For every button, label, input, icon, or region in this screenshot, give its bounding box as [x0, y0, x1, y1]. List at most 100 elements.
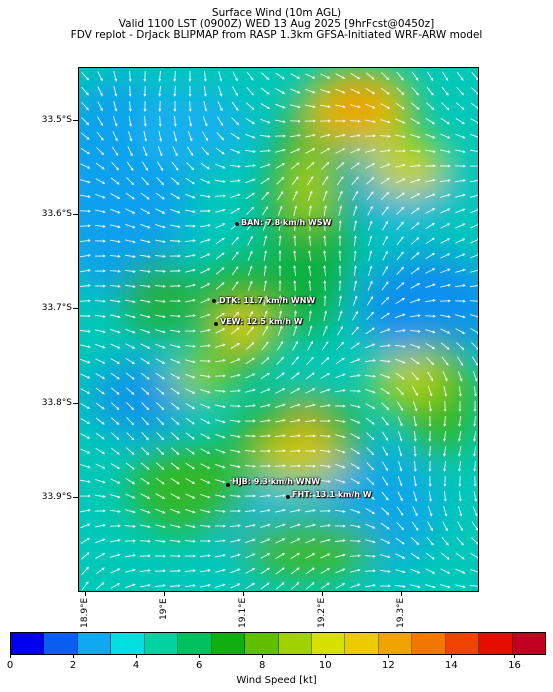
wind-arrow	[395, 297, 406, 305]
wind-arrow	[94, 494, 106, 498]
wind-arrow	[260, 177, 270, 185]
wind-arrow	[337, 190, 343, 201]
station-marker-vew[interactable]	[214, 322, 218, 326]
wind-arrow	[140, 357, 151, 365]
station-vew[interactable]: VEW: 12.5 km/h W	[220, 317, 303, 326]
colorbar-tick	[514, 655, 516, 658]
wind-arrow	[277, 205, 283, 216]
wind-arrow	[185, 177, 195, 185]
wind-arrow	[218, 86, 223, 97]
wind-arrow	[214, 194, 226, 198]
wind-arrow	[350, 72, 361, 80]
wind-arrow	[113, 71, 118, 82]
wind-arrow	[427, 521, 433, 532]
wind-arrow	[80, 552, 90, 560]
wind-arrow	[275, 388, 286, 394]
wind-arrow	[140, 524, 151, 529]
wind-arrow	[110, 224, 121, 229]
wind-arrow	[365, 389, 376, 394]
wind-arrow	[334, 539, 346, 543]
wind-arrow	[229, 524, 241, 528]
wind-arrow	[381, 72, 390, 81]
wind-arrow	[231, 101, 239, 111]
wind-arrow	[155, 329, 166, 334]
wind-arrow	[275, 372, 285, 380]
wind-arrow	[411, 537, 420, 546]
wind-arrow	[471, 537, 478, 545]
wind-arrow	[245, 133, 256, 139]
wind-arrow	[154, 569, 166, 573]
wind-arrow	[395, 192, 405, 200]
wind-arrow	[305, 133, 316, 138]
wind-arrow	[473, 475, 477, 487]
station-dtk[interactable]: DTK: 11.7 km/h WNW	[219, 296, 316, 305]
station-marker-dtk[interactable]	[212, 299, 216, 303]
wind-arrow	[263, 280, 267, 292]
wind-arrow	[199, 554, 211, 558]
wind-arrow	[110, 494, 121, 499]
wind-arrow	[470, 102, 478, 110]
wind-arrow	[440, 283, 451, 288]
wind-arrow	[141, 447, 150, 456]
lat-tick	[73, 120, 78, 121]
wind-arrow	[304, 494, 316, 498]
wind-arrow	[185, 253, 196, 258]
colorbar-tick	[199, 655, 201, 658]
wind-arrow	[470, 328, 478, 334]
wind-arrow	[275, 148, 286, 153]
wind-arrow	[380, 87, 390, 95]
wind-arrow	[366, 462, 375, 471]
wind-arrow	[246, 342, 255, 350]
wind-arrow	[338, 220, 342, 232]
wind-arrow	[96, 131, 104, 141]
wind-arrow	[304, 119, 316, 123]
wind-arrow	[275, 508, 286, 513]
station-marker-fht[interactable]	[286, 495, 290, 499]
wind-arrow	[185, 417, 195, 425]
station-ban[interactable]: BAN: 7.8 km/h WSW	[241, 218, 332, 227]
wind-map[interactable]	[78, 67, 479, 592]
wind-arrow	[440, 328, 451, 334]
wind-arrow	[246, 206, 255, 215]
wind-arrow	[170, 387, 180, 395]
wind-arrow	[124, 284, 136, 288]
wind-arrow	[96, 147, 105, 156]
wind-arrow	[306, 176, 314, 186]
wind-arrow	[110, 358, 121, 364]
station-marker-ban[interactable]	[235, 222, 239, 226]
wind-arrow	[335, 104, 346, 109]
wind-arrow	[425, 268, 436, 274]
wind-arrow	[261, 341, 269, 351]
wind-arrow	[142, 146, 148, 157]
wind-arrow	[350, 524, 361, 529]
wind-arrow	[290, 148, 301, 154]
wind-arrow	[80, 403, 91, 410]
wind-arrow	[365, 177, 375, 185]
wind-arrow	[396, 386, 404, 396]
wind-arrow	[380, 387, 390, 395]
wind-arrow	[278, 310, 283, 321]
wind-arrow	[80, 448, 91, 454]
wind-arrow	[338, 250, 342, 262]
station-hjb[interactable]: HJB: 9.3 km/h WNW	[232, 477, 321, 486]
wind-arrow	[441, 86, 449, 96]
wind-arrow	[352, 205, 358, 216]
wind-arrow	[443, 430, 447, 442]
wind-arrow	[185, 388, 196, 394]
wind-arrow	[470, 238, 478, 244]
wind-arrow	[353, 235, 357, 247]
wind-arrow	[125, 314, 136, 319]
wind-arrow	[455, 253, 466, 259]
station-marker-hjb[interactable]	[226, 483, 230, 487]
wind-arrow	[109, 269, 121, 273]
wind-arrow	[380, 328, 391, 334]
wind-arrow	[169, 584, 181, 588]
wind-arrow	[353, 265, 357, 277]
wind-arrow	[214, 179, 226, 183]
wind-arrow	[231, 236, 239, 246]
station-fht[interactable]: FHT: 13.1 km/h W	[292, 490, 372, 499]
wind-arrow	[156, 447, 165, 456]
colorbar-segment	[311, 633, 346, 654]
wind-arrow	[305, 403, 316, 408]
wind-arrow	[350, 358, 361, 364]
